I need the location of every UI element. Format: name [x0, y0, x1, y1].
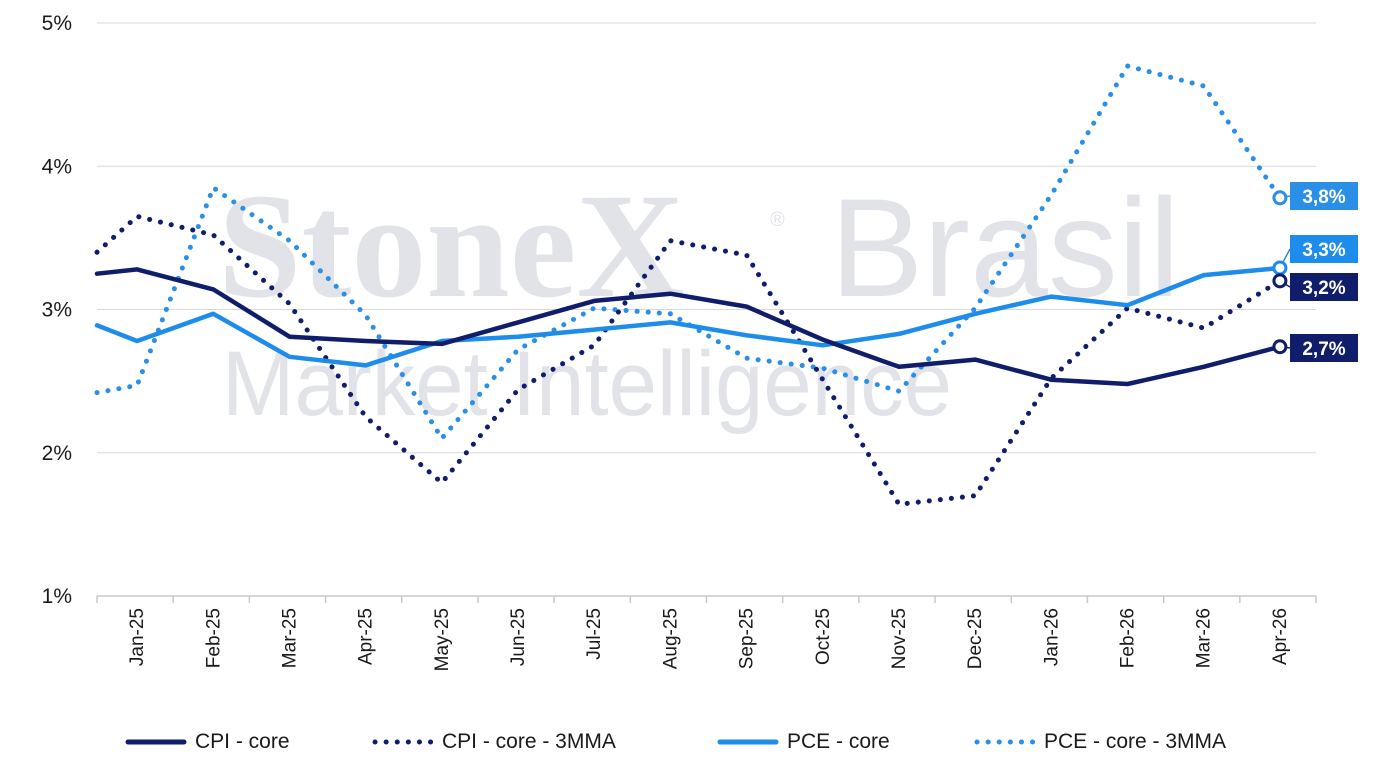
end-marker — [1272, 260, 1288, 276]
y-tick-label: 2% — [42, 442, 72, 465]
x-tick-label: Mar-25 — [279, 608, 300, 668]
legend-swatch — [125, 739, 187, 745]
chart: StoneX ® Brasil Market Intelligence 1% 2%… — [42, 12, 1358, 671]
end-label-box — [1290, 334, 1358, 362]
x-tick-label: Jun-25 — [508, 608, 529, 666]
end-label-text: 3,8% — [1302, 187, 1345, 208]
x-tick-label: Apr-25 — [356, 608, 377, 665]
legend-item: CPI - core — [125, 722, 290, 762]
legend-swatch — [372, 739, 434, 745]
legend-label: CPI - core — [195, 730, 290, 753]
end-label-box — [1290, 273, 1358, 301]
end-label-text: 2,7% — [1302, 339, 1345, 360]
series-group — [94, 63, 1283, 507]
end-labels: 3,8% 3,3% 3,2% 2,7% — [1272, 182, 1358, 362]
legend-label: PCE - core — [787, 730, 890, 753]
end-label-box — [1290, 182, 1358, 210]
y-tick-label: 5% — [42, 12, 72, 35]
legend-swatch — [717, 739, 779, 745]
x-tick-label: May-25 — [432, 608, 453, 671]
x-tick-label: Feb-26 — [1118, 608, 1139, 668]
x-tick-label: Nov-25 — [889, 608, 910, 669]
legend-label: PCE - core - 3MMA — [1044, 730, 1227, 753]
end-marker — [1272, 273, 1288, 289]
x-tick-label: Feb-25 — [203, 608, 224, 668]
x-tick-label: Jan-26 — [1041, 608, 1062, 666]
x-tick-label: Oct-25 — [813, 608, 834, 665]
legend-item: CPI - core - 3MMA — [372, 722, 616, 762]
legend: CPI - core CPI - core - 3MMA PCE - core PCE… — [0, 722, 1380, 762]
end-marker — [1272, 339, 1288, 355]
legend-item: PCE - core - 3MMA — [974, 722, 1226, 762]
legend-swatch — [974, 739, 1036, 745]
legend-label: CPI - core - 3MMA — [442, 730, 616, 753]
x-tick-label: Sep-25 — [737, 608, 758, 669]
end-marker — [1272, 190, 1288, 206]
end-label-text: 3,3% — [1302, 240, 1345, 261]
y-tick-label: 4% — [42, 155, 72, 178]
x-tick-label: Jul-25 — [584, 608, 605, 660]
y-tick-label: 1% — [42, 585, 72, 608]
end-label-box — [1290, 235, 1358, 263]
x-tick-label: Dec-25 — [965, 608, 986, 669]
end-label-text: 3,2% — [1302, 278, 1345, 299]
x-tick-label: Jan-25 — [127, 608, 148, 666]
x-axis: Jan-25 Feb-25 Mar-25 Apr-25 May-25 Jun-25 Jul-… — [96, 595, 1317, 671]
x-tick-label: Mar-26 — [1194, 608, 1215, 668]
y-tick-label: 3% — [42, 299, 72, 322]
watermark-line1b: Brasil — [830, 169, 1180, 326]
watermark-registered: ® — [770, 209, 785, 231]
y-axis: 1% 2% 3% 4% 5% — [42, 12, 72, 608]
x-tick-label: Apr-26 — [1270, 608, 1291, 665]
gridlines — [97, 22, 1316, 454]
x-tick-label: Aug-25 — [660, 608, 681, 669]
watermark: StoneX ® Brasil Market Intelligence — [218, 163, 1180, 435]
legend-item: PCE - core — [717, 722, 890, 762]
